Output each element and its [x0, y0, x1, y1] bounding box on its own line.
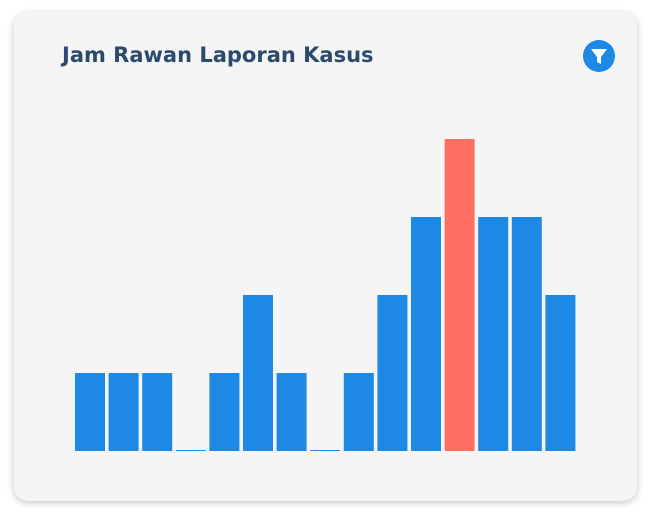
bar	[108, 373, 139, 451]
bar	[310, 450, 341, 451]
bar	[478, 217, 509, 451]
bar	[511, 217, 542, 451]
bar	[276, 373, 307, 451]
filter-button[interactable]	[583, 40, 615, 72]
bar	[377, 295, 408, 451]
filter-icon[interactable]	[591, 49, 607, 64]
bar	[209, 373, 240, 451]
bar	[411, 217, 441, 451]
bar	[142, 373, 173, 451]
bar	[444, 139, 475, 451]
bar	[175, 450, 206, 451]
bar	[343, 373, 374, 451]
bar	[545, 295, 576, 451]
bar	[75, 373, 105, 451]
chart-title: Jam Rawan Laporan Kasus	[60, 43, 374, 67]
bar	[243, 295, 273, 451]
